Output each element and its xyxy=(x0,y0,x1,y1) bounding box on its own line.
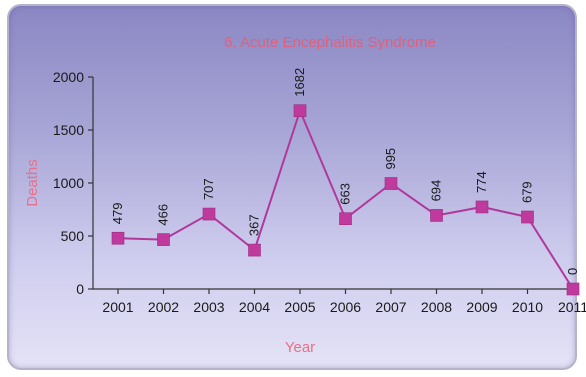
data-point xyxy=(475,200,489,214)
x-tick-label: 2007 xyxy=(375,299,406,315)
x-tick-label: 2002 xyxy=(148,299,179,315)
x-tick-label: 2004 xyxy=(239,299,270,315)
y-tick-label: 2000 xyxy=(53,69,84,85)
x-tick-label: 2006 xyxy=(330,299,361,315)
chart-title: 6. Acute Encephalitis Syndrome xyxy=(224,34,436,51)
data-point xyxy=(111,231,125,245)
x-tick-label: 2005 xyxy=(284,299,315,315)
data-label: 995 xyxy=(383,148,398,170)
y-axis-title: Deaths xyxy=(24,159,41,207)
data-label: 663 xyxy=(338,183,353,205)
data-label: 774 xyxy=(474,171,489,193)
chart-frame xyxy=(7,4,577,370)
data-point xyxy=(293,104,307,118)
data-point xyxy=(566,282,580,296)
x-tick-label: 2010 xyxy=(512,299,543,315)
data-point xyxy=(248,243,261,257)
x-tick-label: 2011 xyxy=(558,299,586,315)
data-label: 466 xyxy=(156,204,171,226)
data-point xyxy=(157,233,170,246)
data-label: 367 xyxy=(247,214,262,236)
axes xyxy=(92,77,572,290)
data-point xyxy=(521,210,534,224)
x-tick-label: 2003 xyxy=(193,299,224,315)
data-point xyxy=(339,212,352,226)
data-label: 694 xyxy=(429,180,444,202)
series xyxy=(111,104,580,296)
y-tick-label: 1500 xyxy=(53,122,84,138)
data-label: 1682 xyxy=(292,68,307,97)
data-point xyxy=(202,207,216,221)
data-labels: 479 466 707 367 1682 663 995 694 774 679 0 xyxy=(110,68,580,275)
y-tick-label: 1000 xyxy=(53,175,84,191)
data-label: 0 xyxy=(565,268,580,275)
data-label: 679 xyxy=(520,181,535,203)
x-axis-title: Year xyxy=(285,339,315,356)
x-tick-label: 2008 xyxy=(421,299,452,315)
data-point xyxy=(384,177,398,190)
data-label: 479 xyxy=(110,203,125,225)
y-axis-ticks: 0 500 1000 1500 2000 xyxy=(53,69,93,297)
data-point xyxy=(430,209,443,222)
x-tick-label: 2001 xyxy=(102,299,133,315)
y-tick-label: 500 xyxy=(61,228,85,244)
x-tick-label: 2009 xyxy=(466,299,497,315)
y-tick-label: 0 xyxy=(76,281,84,297)
data-label: 707 xyxy=(201,178,216,200)
x-axis-ticks: 2001 2002 2003 2004 2005 2006 2007 2008 2009 2010… xyxy=(102,289,586,315)
